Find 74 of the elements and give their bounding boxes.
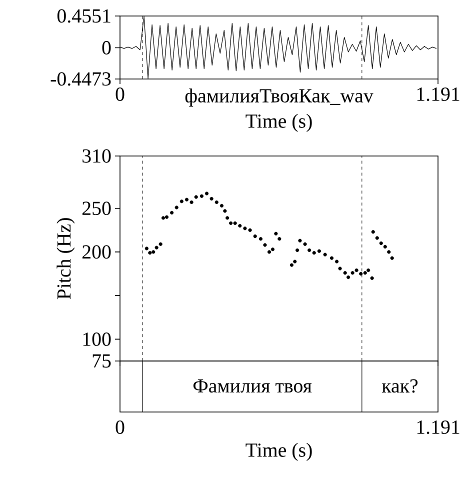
point — [229, 221, 233, 225]
y-tick-label: 310 — [82, 149, 111, 163]
point — [200, 194, 204, 198]
point — [233, 221, 237, 225]
point — [293, 260, 297, 264]
y-tick-label: -0.4473 — [50, 72, 111, 86]
point — [295, 248, 300, 252]
point — [346, 275, 350, 280]
y-tick-label: 75 — [92, 354, 111, 368]
y-axis-title: Pitch (Hz) — [56, 218, 75, 300]
point — [180, 200, 184, 204]
y-tick-label: 0.4551 — [57, 9, 110, 23]
point — [144, 246, 148, 250]
point — [258, 237, 263, 241]
text: как? — [382, 379, 418, 393]
point — [174, 206, 178, 210]
point — [363, 271, 367, 275]
text: Фамилия твоя — [193, 379, 312, 393]
point — [161, 216, 166, 220]
y-tick-label: 200 — [82, 245, 111, 259]
point — [148, 251, 152, 255]
point — [303, 242, 307, 246]
point — [184, 198, 189, 202]
point — [226, 216, 230, 220]
point — [338, 266, 342, 270]
point — [335, 260, 339, 264]
point — [375, 236, 379, 240]
point — [164, 215, 169, 219]
point — [170, 210, 174, 214]
point — [350, 271, 354, 275]
point — [379, 241, 383, 246]
y-tick-label: 250 — [82, 202, 111, 216]
point — [383, 244, 387, 249]
point — [158, 242, 162, 246]
point — [267, 250, 272, 254]
point — [387, 250, 391, 254]
point — [253, 234, 257, 238]
y-tick-label: 100 — [83, 332, 111, 346]
point — [214, 200, 218, 204]
point — [190, 200, 194, 204]
point — [274, 232, 278, 236]
y-tick-label: 0 — [102, 41, 111, 54]
point — [270, 248, 275, 252]
x-tick-label: 1.191 — [417, 88, 460, 101]
point — [248, 228, 252, 232]
text: фамилияТвояКак_wav — [185, 88, 374, 107]
point — [343, 271, 347, 275]
point — [312, 251, 316, 255]
point — [359, 272, 363, 276]
point — [243, 226, 247, 230]
point — [298, 238, 302, 242]
point — [204, 192, 209, 196]
x-axis-title: Time (s) — [246, 442, 312, 461]
point — [323, 252, 327, 256]
point — [223, 209, 227, 213]
point — [308, 248, 312, 252]
x-tick-label: 1.191 — [417, 420, 460, 434]
point — [290, 263, 294, 267]
point — [371, 230, 375, 234]
point — [278, 237, 282, 241]
point — [220, 204, 224, 208]
point — [317, 249, 321, 253]
point — [152, 250, 156, 254]
point — [354, 268, 358, 272]
point — [370, 276, 374, 280]
point — [330, 256, 334, 260]
point — [390, 256, 394, 260]
x-axis-title: Time (s) — [246, 114, 312, 132]
point — [154, 246, 158, 250]
point — [366, 268, 370, 272]
point — [194, 195, 198, 199]
point — [210, 196, 214, 201]
point — [263, 243, 267, 247]
point — [238, 224, 242, 228]
